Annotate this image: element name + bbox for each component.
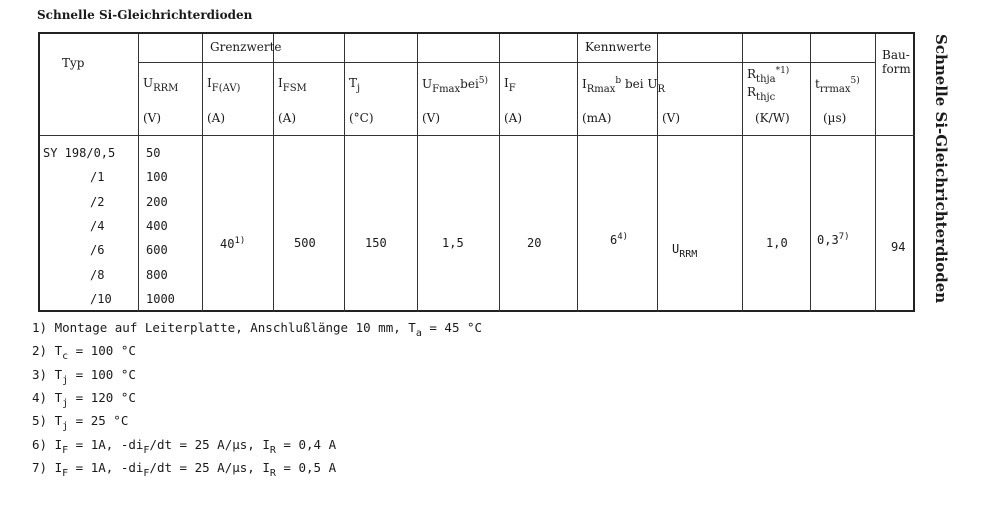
type-cell: /8 [90, 267, 105, 282]
footnote: 7) IF = 1A, -diF/dt = 25 A/µs, IR = 0,5 … [32, 459, 337, 479]
column-unit-2: (A) [278, 111, 297, 125]
urrm-cell: 100 [146, 170, 168, 185]
ufmax-value: 1,5 [442, 236, 464, 250]
diode-table: Typ Grenzwerte Kennwerte Bau-form URRM (V) IF(… [38, 32, 915, 312]
urrm-cell: 800 [146, 267, 168, 282]
urrm-cell: 50 [146, 146, 161, 160]
tj-value: 150 [365, 236, 387, 250]
column-header-3: Tj [349, 76, 361, 94]
ifsm-value: 500 [294, 236, 316, 250]
column-divider [344, 34, 345, 312]
bauform-value: 94 [891, 240, 906, 254]
footnote: 1) Montage auf Leiterplatte, Anschlußlän… [32, 320, 483, 339]
column-header-4: UFmaxbei5) [422, 76, 489, 95]
footnote: 2) Tc = 100 °C [32, 343, 136, 363]
column-unit-9: (µs) [823, 111, 847, 125]
column-header-5: IF [504, 76, 516, 94]
if-value: 20 [527, 236, 542, 250]
urrm-cell: 600 [146, 243, 168, 258]
column-unit-0: (V) [143, 111, 162, 125]
ur-value: URRM [672, 242, 698, 260]
header-bauform: Bau-form [882, 48, 911, 76]
urrm-cell: 1000 [146, 291, 175, 306]
type-cell: /10 [90, 291, 112, 306]
column-unit-3: (°C) [349, 111, 374, 125]
column-unit-4: (V) [422, 111, 441, 125]
column-divider [810, 34, 811, 312]
footnote: 4) Tj = 120 °C [32, 389, 136, 409]
rth-value: 1,0 [766, 236, 788, 250]
header-typ: Typ [62, 56, 85, 70]
column-divider [742, 34, 743, 312]
column-divider [875, 34, 876, 312]
document-title: Schnelle Si-Gleichrichterdioden [37, 8, 253, 22]
column-divider [417, 34, 418, 312]
urrm-cell: 200 [146, 194, 168, 209]
type-cell: /2 [90, 194, 105, 209]
type-cell: SY 198/0,5 [43, 146, 116, 160]
header-kennwerte: Kennwerte [585, 40, 652, 54]
side-title: Schnelle Si-Gleichrichterdioden [932, 34, 950, 304]
column-divider [657, 34, 658, 312]
column-header-6: IRmaxb bei UR [582, 76, 666, 95]
header-grenzwerte: Grenzwerte [210, 40, 282, 54]
type-cell: /6 [90, 243, 105, 258]
footnote: 3) Tj = 100 °C [32, 366, 136, 386]
column-unit-7: (V) [662, 111, 681, 125]
type-cell: /4 [90, 218, 105, 233]
irmax-value: 64) [610, 232, 629, 247]
column-header-8: Rthja*1) Rthjc [747, 66, 790, 103]
ifav-value: 401) [220, 236, 246, 251]
column-header-0: URRM [143, 76, 179, 94]
column-unit-6: (mA) [582, 111, 612, 125]
column-unit-1: (A) [207, 111, 226, 125]
column-divider [273, 34, 274, 312]
column-divider [499, 34, 500, 312]
column-header-9: trrmax5) [815, 76, 860, 95]
column-divider [138, 34, 139, 312]
column-divider [202, 34, 203, 312]
type-cell: /1 [90, 170, 105, 185]
column-header-1: IF(AV) [207, 76, 241, 94]
column-header-2: IFSM [278, 76, 307, 94]
urrm-cell: 400 [146, 218, 168, 233]
footnote: 5) Tj = 25 °C [32, 413, 129, 433]
header-bottom-rule [40, 135, 915, 136]
footnote: 6) IF = 1A, -diF/dt = 25 A/µs, IR = 0,4 … [32, 436, 337, 456]
column-unit-5: (A) [504, 111, 523, 125]
header-divider [138, 62, 875, 63]
column-unit-8: (K/W) [755, 111, 790, 125]
column-divider [577, 34, 578, 312]
trr-value: 0,37) [817, 232, 850, 247]
